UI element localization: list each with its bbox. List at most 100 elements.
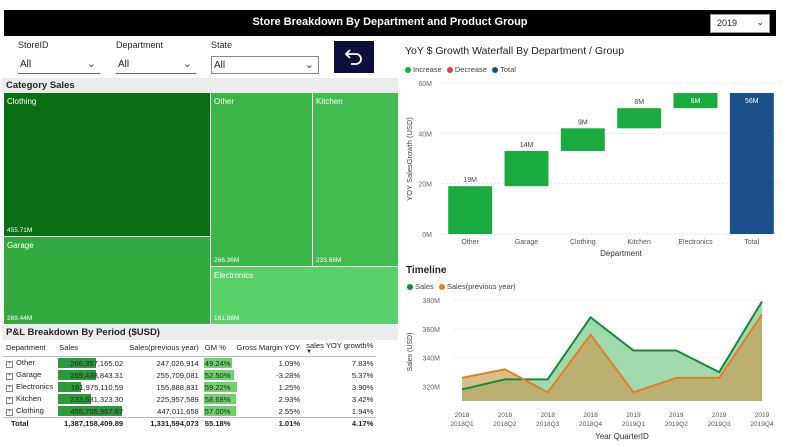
treemap-tile-garage[interactable]: Garage 269.44M (4, 237, 210, 324)
data-label: 19M (463, 177, 477, 184)
state-slicer[interactable]: All ⌄ (211, 56, 319, 74)
expand-plus-icon[interactable]: + (6, 385, 13, 392)
table-row[interactable]: + Other 266,357,165.02 247,026,914 49.24% 1.0… (3, 357, 376, 370)
total-gm-pct: 55.18% (204, 419, 231, 429)
legend-sales[interactable]: Sales (407, 282, 434, 291)
sales-databar (58, 394, 91, 404)
row-sales-prev: 247,026,914 (156, 358, 199, 368)
series-line-sales (461, 300, 763, 391)
x-tick-label-year: 2018 (498, 412, 513, 419)
table-row[interactable]: + Garage 269,438,843.31 255,709,081 52.50% -3… (3, 369, 376, 381)
total-label: Total (11, 419, 29, 429)
table-header-row: Department Sales Sales(previous year) GM… (3, 339, 377, 357)
col-sales-yoy[interactable]: sales YOY growth% ▼ (303, 339, 377, 357)
table-row[interactable]: + Electronics 161,975,110.59 155,888,831 59.… (3, 381, 376, 393)
table-row[interactable]: + Clothing 455,705,967.67 447,011,658 57.00%… (3, 405, 376, 418)
expand-plus-icon[interactable]: + (6, 409, 13, 416)
sales-value: 455,705,967.67 (70, 406, 124, 416)
x-tick-label: Other (461, 239, 479, 246)
expand-plus-icon[interactable]: + (6, 361, 13, 368)
row-department[interactable]: + Electronics (3, 381, 56, 393)
row-sales: 455,705,967.67 (56, 405, 126, 418)
row-sales: 266,357,165.02 (56, 357, 126, 370)
total-gm-yoy: 1.01% (278, 419, 301, 429)
tile-label: Kitchen (316, 97, 343, 106)
waterfall-title: YoY $ Growth Waterfall By Department / G… (405, 45, 625, 57)
x-tick-label-quarter: 2019Q1 (622, 421, 646, 428)
x-tick-label-quarter: 2018Q4 (579, 421, 603, 428)
timeline-legend: Sales Sales(previous year) (407, 282, 516, 291)
x-tick-label: Kitchen (627, 239, 650, 246)
col-sales[interactable]: Sales (56, 339, 127, 357)
expand-plus-icon[interactable]: + (6, 373, 13, 380)
x-tick-label-year: 2018 (583, 412, 598, 419)
department-slicer[interactable]: All ⌄ (116, 56, 196, 74)
storeid-value: All (20, 59, 32, 70)
x-tick-label: Garage (515, 239, 538, 246)
x-tick-label-quarter: 2018Q3 (536, 421, 560, 428)
x-tick-label-year: 2018 (455, 412, 470, 419)
tile-value: 161.98M (214, 315, 240, 322)
legend-total[interactable]: Total (492, 65, 516, 74)
pl-table-header: P&L Breakdown By Period ($USD) (2, 325, 398, 340)
treemap-tile-electronics[interactable]: Electronics 161.98M (211, 267, 398, 324)
col-department[interactable]: Department (3, 339, 57, 357)
dashboard-title: Store Breakdown By Department and Produc… (252, 16, 528, 28)
row-gm-pct: 49.24% (202, 357, 234, 370)
storeid-slicer[interactable]: All ⌄ (18, 56, 100, 74)
data-label: 56M (745, 98, 759, 105)
chevron-down-icon: ⌄ (756, 17, 764, 27)
category-sales-header: Category Sales (2, 78, 398, 93)
legend-increase[interactable]: Increase (405, 65, 442, 74)
state-slicer-label: State (211, 40, 233, 50)
row-department[interactable]: + Kitchen (3, 393, 56, 405)
waterfall-bar (504, 150, 549, 187)
tile-label: Clothing (7, 97, 37, 106)
department-name: Other (16, 358, 35, 367)
legend-label: Increase (413, 65, 442, 74)
row-sales-yoy: 5.37% (351, 370, 374, 380)
tile-value: 266.36M (214, 257, 240, 264)
sort-desc-icon: ▼ (306, 349, 313, 355)
legend-sales-prev[interactable]: Sales(previous year) (438, 282, 516, 291)
x-tick-label-quarter: 2018Q2 (493, 421, 517, 428)
gm-databar (203, 358, 233, 368)
waterfall-chart: 0M 20M 40M 60M YOY SalesGrowth (USD) 19M Other… (405, 81, 780, 258)
row-department[interactable]: + Other (3, 357, 56, 370)
tile-value: 233.68M (316, 257, 342, 264)
table-row[interactable]: + Kitchen 233,681,323.30 225,957,589 58.68% 2… (3, 393, 376, 405)
storeid-slicer-label: StoreID (18, 40, 49, 50)
tile-value: 455.71M (7, 227, 33, 234)
x-tick-label-year: 2019 (755, 412, 770, 419)
total-sales-yoy: 4.17% (351, 419, 374, 429)
y-axis-label: YOY SalesGrowth (USD) (405, 117, 414, 201)
row-sales: 161,975,110.59 (56, 381, 126, 393)
expand-plus-icon[interactable]: + (6, 397, 13, 404)
x-tick-label-year: 2019 (712, 412, 727, 419)
legend-dot-icon (446, 67, 453, 74)
col-gm-pct[interactable]: GM % (201, 339, 234, 357)
gm-value: 59.22% (204, 382, 231, 392)
y-tick-label: 20M (418, 182, 432, 189)
col-sales-prev[interactable]: Sales(previous year) (126, 339, 202, 357)
gm-value: 52.50% (204, 370, 231, 380)
timeline-header: Timeline (402, 263, 782, 278)
legend-dot-icon (407, 284, 413, 291)
row-sales-yoy: 1.94% (351, 406, 374, 416)
year-dropdown[interactable]: 2019 ⌄ (710, 14, 770, 33)
row-department[interactable]: + Clothing (3, 405, 56, 418)
treemap-tile-other[interactable]: Other 266.36M (211, 93, 312, 266)
back-button[interactable] (334, 41, 374, 73)
x-axis-label: Year QuarterID (595, 432, 649, 441)
row-department[interactable]: + Garage (3, 369, 56, 381)
row-gm-yoy: 1.09% (278, 358, 301, 368)
legend-label: Sales (415, 282, 434, 291)
legend-dot-icon (405, 67, 411, 74)
legend-decrease[interactable]: Decrease (446, 65, 487, 74)
treemap-tile-kitchen[interactable]: Kitchen 233.68M (313, 93, 398, 266)
col-gm-yoy[interactable]: Gross Margin YOY (233, 339, 304, 357)
x-tick-label: Total (744, 239, 759, 246)
col-sales-yoy-label: sales YOY growth% (306, 341, 374, 350)
gm-databar (203, 406, 236, 416)
treemap-tile-clothing[interactable]: Clothing 455.71M (4, 93, 210, 236)
